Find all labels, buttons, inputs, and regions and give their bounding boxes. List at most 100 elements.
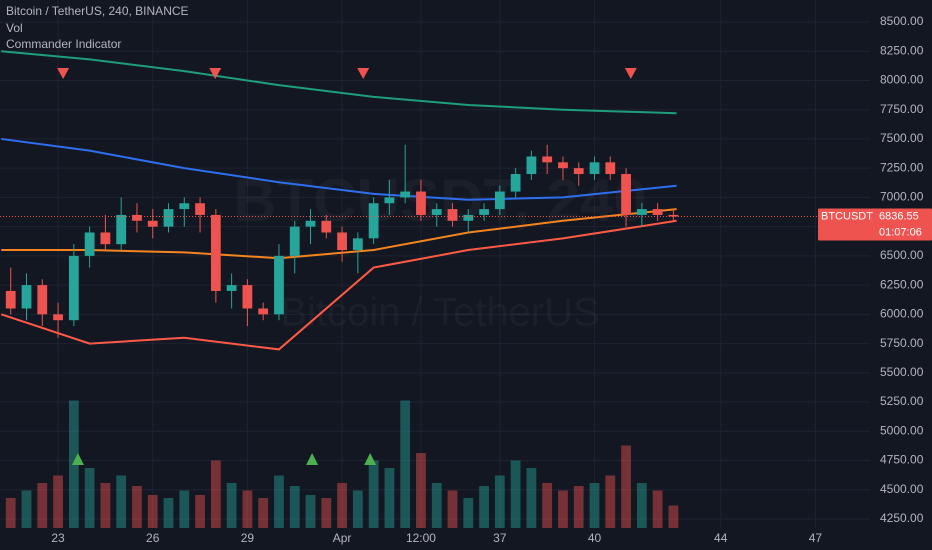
volume-bar [621,445,631,528]
y-tick-label: 4500.00 [880,482,924,496]
candle-body [258,308,269,315]
x-tick-label: 47 [809,531,823,545]
y-tick-label: 7500.00 [880,131,924,145]
indicator-label: Commander Indicator [6,37,121,51]
y-tick-label: 6000.00 [880,307,924,321]
indicator-label: Vol [6,21,23,35]
volume-bar [258,498,269,528]
candle-body [463,214,474,221]
volume-bar [5,498,16,528]
volume-bar [305,495,316,528]
indicator-line [1,208,677,260]
last-price-value: 6836.55 [879,210,919,222]
volume-bar [321,498,332,528]
volume-bar [147,495,158,528]
y-tick-label: 7000.00 [880,190,924,204]
buy-signal [71,453,84,465]
y-tick-label: 4750.00 [880,453,924,467]
candle-body [5,290,16,309]
volume-bar [368,460,379,528]
volume-bar [226,483,237,528]
volume-bar [195,495,205,528]
signals [57,68,637,465]
volume-bar [542,483,553,528]
candle-body [494,191,505,210]
y-tick-label: 5250.00 [880,394,924,408]
volume-bar [179,490,190,528]
volume-bar [384,468,395,528]
y-tick-label: 7250.00 [880,160,924,174]
candle-body [384,197,395,204]
candle-body [605,162,616,175]
y-tick-label: 5750.00 [880,336,924,350]
volume-bar [242,490,253,528]
candle-body [274,255,284,315]
candle-body [305,220,316,227]
candle-body [337,232,347,251]
candle-body [68,255,79,321]
candle-body [447,209,458,221]
y-tick-label: 8000.00 [880,73,924,87]
last-price-box [818,208,932,241]
grid [0,0,870,528]
indicator-lines [0,50,677,351]
volume-bar [573,486,584,528]
candle-body [479,209,489,215]
y-tick-label: 8500.00 [880,14,924,28]
y-tick-label: 5000.00 [880,423,924,437]
volume-bar [510,460,521,528]
y-tick-label: 6500.00 [880,248,924,262]
chart-title: Bitcoin / TetherUS, 240, BINANCE [6,4,189,18]
buy-signal [364,453,377,465]
candle-body [21,285,32,309]
volume-bar [479,486,489,528]
candle-body [542,156,553,163]
volume-bar [274,475,284,528]
candle-body [636,209,647,215]
y-tick-label: 6250.00 [880,277,924,291]
volume-bar [589,483,600,528]
volume-bar [84,468,95,528]
x-tick-label: Apr [333,531,352,545]
candle-body [132,214,142,221]
x-tick-label: 12:00 [406,531,436,545]
candle-body [621,174,631,215]
volume-bar [132,486,142,528]
volume-bar [558,490,568,528]
x-tick-label: 29 [241,531,255,545]
countdown: 01:07:06 [879,226,922,238]
candle-body [573,168,584,175]
volume-bar [652,490,663,528]
volume-bar [636,483,647,528]
volume-bar [289,486,300,528]
volume-bar [416,453,426,528]
buy-signal [306,453,319,465]
volume-bar [463,498,474,528]
candle-body [147,220,158,227]
volume-bar [352,490,363,528]
y-tick-label: 8250.00 [880,43,924,57]
candle-body [431,209,442,215]
x-tick-label: 37 [493,531,507,545]
volume-bar [116,475,127,528]
volume-bar [447,490,458,528]
volume-bar [163,498,174,528]
volume-bar [494,475,505,528]
watermark-name: Bitcoin / TetherUS [280,291,599,335]
candle-body [352,238,363,251]
candle-body [84,232,95,256]
volume-bar [210,460,221,528]
candle-body [116,214,127,245]
indicator-line [1,50,677,115]
volume-bar [668,505,679,528]
y-tick-label: 4250.00 [880,511,924,525]
volume-bar [526,468,537,528]
sell-signal [624,68,637,79]
candle-body [558,162,568,169]
axes: 4250.00 4500.00 4750.00 5000.00 5250.00 5500.… [0,14,932,545]
candle-body [321,220,332,233]
watermark-symbol: BTCUSDT, 240 [233,167,646,234]
